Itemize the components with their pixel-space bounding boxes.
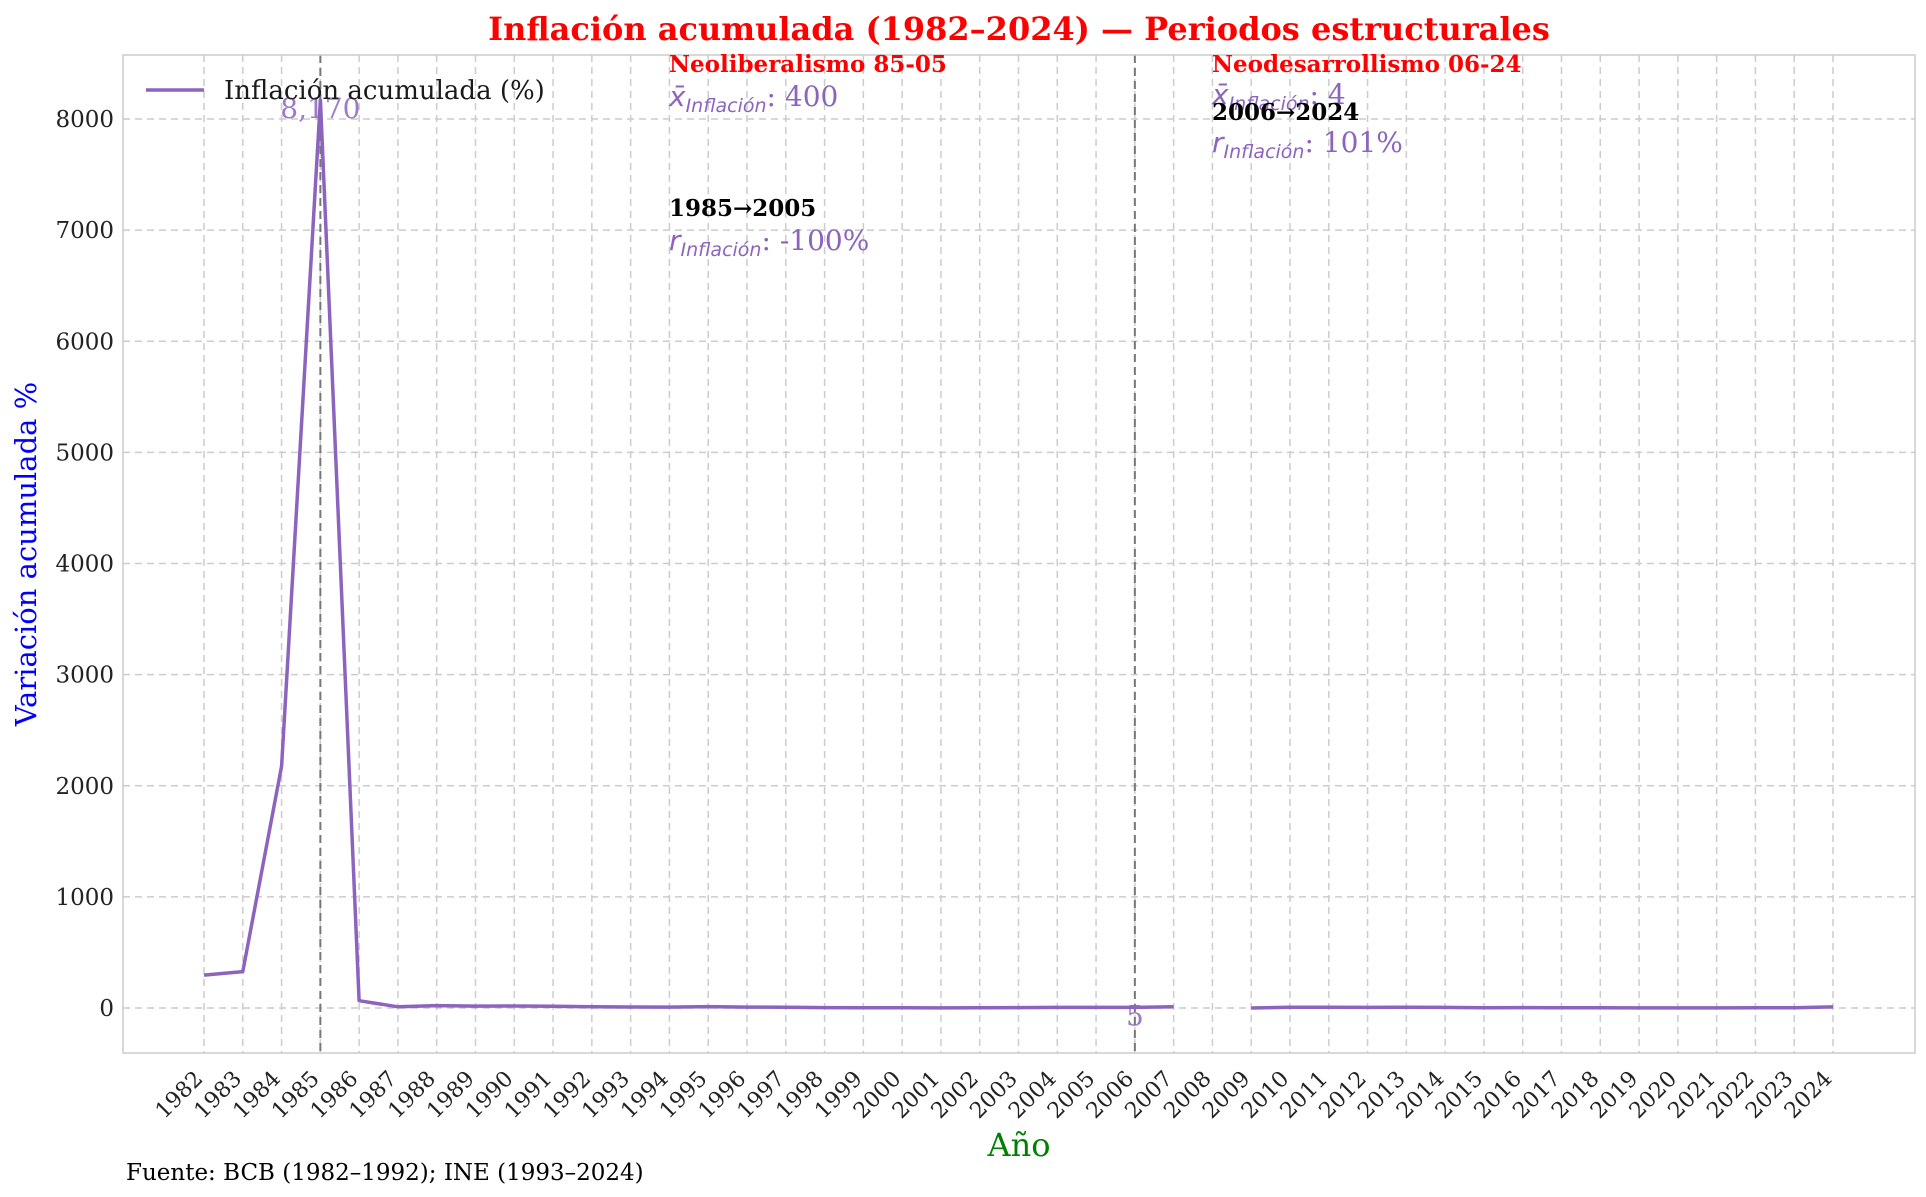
mean-value: : 400 xyxy=(767,80,839,113)
mean-subscript: Inflación xyxy=(1229,93,1310,115)
period-annotation-neoliberalismo: Neoliberalismo 85-05 x̄Inflación: 400 19… xyxy=(668,51,947,261)
chart-title: Inflación acumulada (1982–2024) — Period… xyxy=(488,10,1550,48)
mean-subscript: Inflación xyxy=(686,95,767,117)
mean-value: : 4 xyxy=(1310,78,1346,111)
mean-symbol: x̄ xyxy=(668,80,686,113)
mean-symbol: x̄ xyxy=(1211,78,1229,111)
point-label: 8,170 xyxy=(280,92,360,125)
y-axis-label: Variación acumulada % xyxy=(9,382,43,727)
r-value: : 101% xyxy=(1304,126,1402,159)
y-tick-label: 7000 xyxy=(55,218,114,244)
r-symbol: r xyxy=(1212,126,1225,159)
series-line xyxy=(203,98,1174,1010)
y-tick-label: 5000 xyxy=(55,440,114,466)
period-mean: x̄Inflación: 4 xyxy=(1211,78,1346,115)
legend: Inflación acumulada (%) xyxy=(146,76,545,106)
source-note: Fuente: BCB (1982–1992); INE (1993–2024) xyxy=(126,1160,644,1186)
r-subscript: Inflación xyxy=(681,239,762,261)
y-tick-label: 8000 xyxy=(55,107,114,133)
plot-frame xyxy=(122,54,1916,1054)
period-r: rInflación: 101% xyxy=(1212,126,1403,163)
period-range: 2006→2024 xyxy=(1212,99,1359,126)
point-labels: 8,170 5 xyxy=(280,92,1144,1032)
series-layer xyxy=(203,98,1834,1010)
y-tick-label: 3000 xyxy=(55,663,114,689)
period-range: 1985→2005 xyxy=(669,195,816,222)
period-name: Neodesarrollismo 06-24 xyxy=(1212,51,1522,78)
r-value: : -100% xyxy=(761,224,869,257)
y-tick-label: 6000 xyxy=(55,329,114,355)
y-tick-label: 0 xyxy=(99,996,114,1022)
y-tick-label: 2000 xyxy=(55,774,114,800)
period-r: rInflación: -100% xyxy=(669,224,869,261)
r-symbol: r xyxy=(669,224,682,257)
period-mean: x̄Inflación: 400 xyxy=(668,80,838,117)
period-annotation-neodesarrollismo: Neodesarrollismo 06-24 x̄Inflación: 4 20… xyxy=(1211,51,1522,163)
point-label: 5 xyxy=(1126,999,1144,1032)
r-subscript: Inflación xyxy=(1224,141,1305,163)
period-markers xyxy=(319,55,1136,1053)
legend-label: Inflación acumulada (%) xyxy=(224,76,545,106)
series-line xyxy=(1251,1005,1834,1010)
y-tick-label: 4000 xyxy=(55,552,114,578)
x-axis-label: Año xyxy=(987,1126,1051,1164)
y-tick-label: 1000 xyxy=(55,885,114,911)
y-tick-labels: 0 1000 2000 3000 4000 5000 6000 7000 8000 xyxy=(55,107,114,1022)
period-name: Neoliberalismo 85-05 xyxy=(669,51,947,78)
